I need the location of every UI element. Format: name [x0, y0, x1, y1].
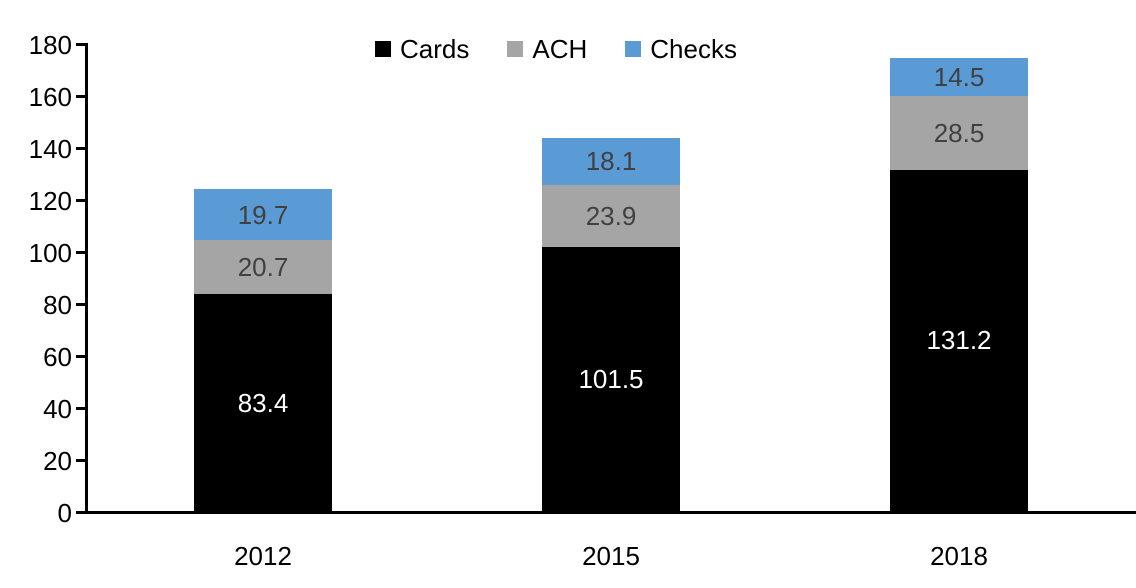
- y-tick-label: 60: [43, 342, 72, 372]
- bar-segment-checks-2012: 19.7: [194, 189, 332, 241]
- x-tick-label-2018: 2018: [930, 541, 988, 571]
- y-tick-label: 120: [28, 186, 72, 216]
- bar-segment-cards-2015: 101.5: [542, 247, 680, 511]
- legend-item-cards: Cards: [375, 36, 469, 62]
- x-tick-label-2012: 2012: [234, 541, 292, 571]
- legend-label-checks: Checks: [650, 34, 737, 64]
- bar-value-label-cards-2015: 101.5: [578, 364, 644, 395]
- y-tick-mark: [76, 511, 85, 514]
- bar-segment-ach-2012: 20.7: [194, 240, 332, 295]
- bar-value-label-cards-2012: 83.4: [237, 387, 289, 418]
- chart-legend: Cards ACH Checks: [375, 36, 737, 62]
- bar-value-label-checks-2018: 14.5: [933, 61, 985, 92]
- bar-segment-cards-2012: 83.4: [194, 294, 332, 511]
- y-tick-mark: [76, 95, 85, 98]
- y-tick-mark: [76, 147, 85, 150]
- y-tick-label: 100: [28, 238, 72, 268]
- x-axis-line: [85, 511, 1136, 514]
- legend-label-cards: Cards: [400, 34, 470, 64]
- y-tick-label: 40: [43, 394, 72, 424]
- bar-value-label-ach-2018: 28.5: [933, 117, 985, 148]
- y-tick-mark: [76, 407, 85, 410]
- bar-value-label-cards-2018: 131.2: [926, 325, 992, 356]
- y-tick-mark: [76, 251, 85, 254]
- y-tick-mark: [76, 43, 85, 46]
- y-tick-mark: [76, 199, 85, 202]
- bar-segment-ach-2018: 28.5: [890, 95, 1028, 170]
- bar-segment-cards-2018: 131.2: [890, 169, 1028, 511]
- y-tick-mark: [76, 303, 85, 306]
- y-tick-label: 20: [43, 446, 72, 476]
- bar-value-label-checks-2012: 19.7: [237, 199, 289, 230]
- y-tick-mark: [76, 355, 85, 358]
- bar-segment-checks-2015: 18.1: [542, 137, 680, 185]
- legend-swatch-checks: [625, 41, 642, 57]
- bar-value-label-ach-2015: 23.9: [585, 201, 637, 232]
- legend-swatch-cards: [375, 41, 392, 57]
- legend-label-ach: ACH: [532, 34, 588, 64]
- bar-segment-ach-2015: 23.9: [542, 184, 680, 248]
- y-tick-label: 140: [28, 134, 72, 164]
- x-tick-label-2015: 2015: [582, 541, 640, 571]
- y-tick-label: 160: [28, 82, 72, 112]
- bar-value-label-checks-2015: 18.1: [585, 146, 637, 177]
- y-axis-line: [85, 43, 88, 514]
- legend-item-checks: Checks: [625, 36, 737, 62]
- y-tick-label: 180: [28, 30, 72, 60]
- bar-value-label-ach-2012: 20.7: [237, 252, 289, 283]
- legend-swatch-ach: [507, 41, 524, 57]
- bar-segment-checks-2018: 14.5: [890, 58, 1028, 96]
- y-tick-mark: [76, 459, 85, 462]
- y-tick-label: 0: [57, 498, 72, 528]
- y-tick-label: 80: [43, 290, 72, 320]
- legend-item-ach: ACH: [507, 36, 587, 62]
